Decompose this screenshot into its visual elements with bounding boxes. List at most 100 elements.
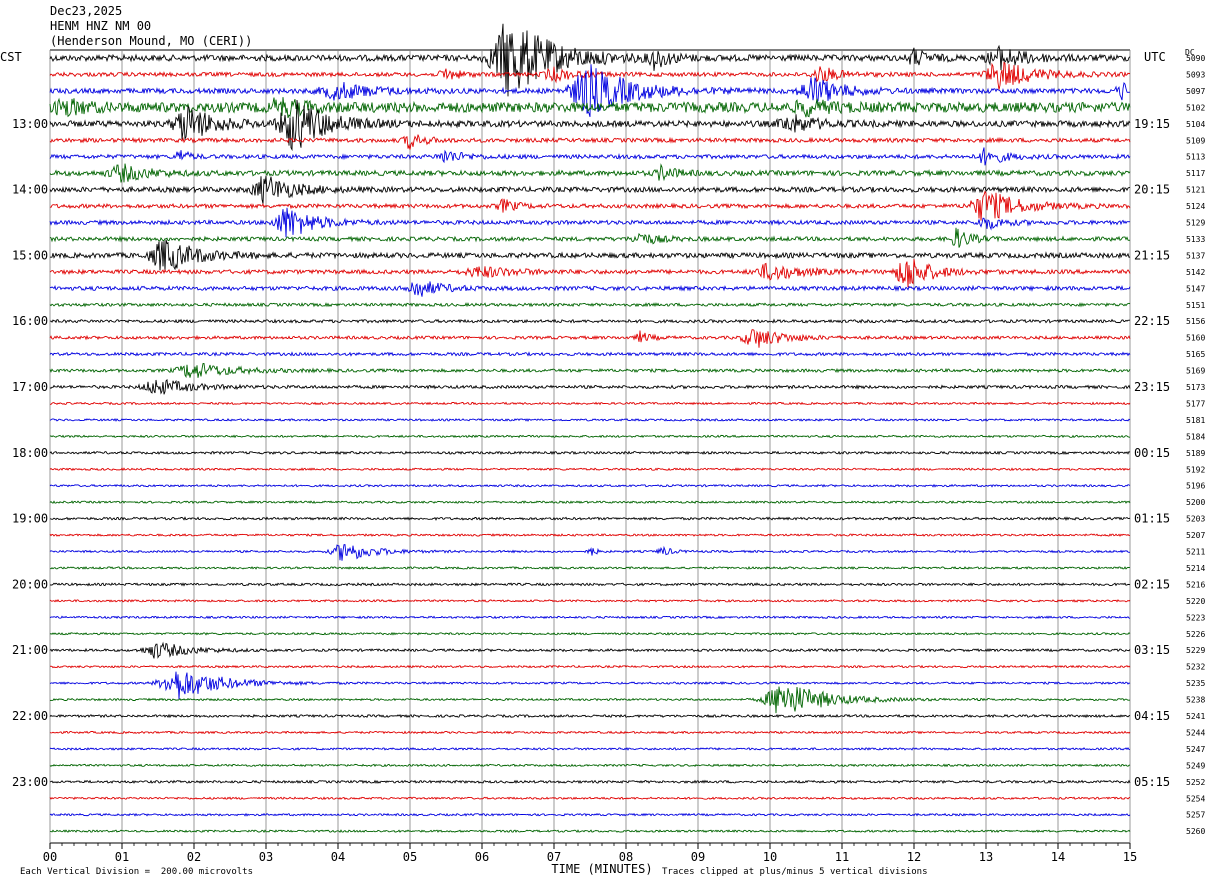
left-time-label: 17:00 <box>12 380 48 394</box>
x-tick-label: 15 <box>1123 850 1137 864</box>
dc-offset-label: 5196 <box>1186 482 1205 491</box>
x-tick-label: 10 <box>763 850 777 864</box>
trace-47 <box>49 829 1131 834</box>
right-time-label: 04:15 <box>1134 709 1170 723</box>
dc-offset-label: 5090 <box>1186 54 1205 63</box>
trace-17 <box>49 329 1131 348</box>
trace-35 <box>49 631 1131 636</box>
trace-26 <box>49 483 1131 488</box>
dc-offset-label: 5177 <box>1186 399 1205 408</box>
dc-offset-label: 5207 <box>1186 531 1205 540</box>
clip-note: Traces clipped at plus/minus 5 vertical … <box>662 867 928 877</box>
dc-offset-label: 5189 <box>1186 449 1205 458</box>
x-tick-label: 01 <box>115 850 129 864</box>
trace-19 <box>49 363 1131 379</box>
trace-22 <box>49 417 1131 422</box>
trace-30 <box>49 544 1130 561</box>
x-tick-label: 02 <box>187 850 201 864</box>
x-tick-label: 11 <box>835 850 849 864</box>
right-time-label: 22:15 <box>1134 314 1170 328</box>
dc-offset-label: 5214 <box>1186 564 1205 573</box>
x-tick-label: 12 <box>907 850 921 864</box>
date-label: Dec23,2025 <box>50 4 123 18</box>
right-time-label: 02:15 <box>1134 577 1170 591</box>
trace-37 <box>49 664 1131 669</box>
trace-33 <box>49 598 1131 603</box>
dc-offset-label: 5156 <box>1186 317 1205 326</box>
dc-offset-label: 5124 <box>1186 202 1205 211</box>
dc-offset-label: 5216 <box>1186 580 1205 589</box>
right-time-label: 03:15 <box>1134 643 1170 657</box>
trace-21 <box>49 401 1131 406</box>
dc-offset-label: 5192 <box>1186 465 1205 474</box>
trace-10 <box>49 207 1131 238</box>
dc-offset-label: 5226 <box>1186 630 1205 639</box>
trace-46 <box>49 812 1131 817</box>
x-tick-label: 09 <box>691 850 705 864</box>
left-time-label: 15:00 <box>12 248 48 262</box>
trace-9 <box>49 190 1131 221</box>
dc-offset-label: 5241 <box>1186 712 1205 721</box>
dc-offset-label: 5181 <box>1186 416 1205 425</box>
trace-7 <box>49 163 1131 183</box>
dc-offset-label: 5238 <box>1186 696 1205 705</box>
dc-offset-label: 5151 <box>1186 301 1205 310</box>
location-label: (Henderson Mound, MO (CERI)) <box>50 34 253 48</box>
trace-8 <box>49 175 1130 204</box>
dc-offset-label: 5121 <box>1186 186 1205 195</box>
dc-offset-label: 5160 <box>1186 334 1205 343</box>
trace-32 <box>49 582 1131 587</box>
dc-offset-label: 5229 <box>1186 646 1205 655</box>
right-time-label: 21:15 <box>1134 248 1170 262</box>
dc-offset-label: 5109 <box>1186 136 1205 145</box>
scale-note: Each Vertical Division = 200.00 microvol… <box>20 867 253 877</box>
trace-42 <box>49 747 1131 751</box>
trace-38 <box>49 671 1131 700</box>
trace-25 <box>49 467 1131 472</box>
left-time-label: 18:00 <box>12 446 48 460</box>
dc-offset-label: 5232 <box>1186 663 1205 672</box>
dc-offset-label: 5220 <box>1186 597 1205 606</box>
dc-offset-label: 5093 <box>1186 70 1205 79</box>
trace-2 <box>49 64 1131 118</box>
trace-41 <box>49 730 1131 735</box>
trace-6 <box>49 147 1131 166</box>
dc-offset-label: 5257 <box>1186 811 1205 820</box>
left-time-label: 16:00 <box>12 314 48 328</box>
dc-offset-label: 5260 <box>1186 827 1205 836</box>
dc-offset-label: 5203 <box>1186 515 1205 524</box>
trace-13 <box>49 258 1131 288</box>
trace-28 <box>49 516 1131 521</box>
trace-4 <box>49 99 1131 152</box>
dc-offset-label: 5113 <box>1186 153 1205 162</box>
trace-24 <box>49 450 1131 456</box>
dc-offset-label: 5173 <box>1186 383 1205 392</box>
right-timezone-label: UTC <box>1144 50 1166 64</box>
trace-40 <box>49 713 1131 719</box>
left-time-label: 14:00 <box>12 183 48 197</box>
trace-5 <box>49 134 1131 150</box>
trace-18 <box>49 351 1131 357</box>
left-timezone-label: CST <box>0 50 22 64</box>
dc-offset-label: 5235 <box>1186 679 1205 688</box>
trace-15 <box>49 302 1131 308</box>
dc-offset-label: 5223 <box>1186 613 1205 622</box>
right-time-label: 01:15 <box>1134 512 1170 526</box>
dc-offset-label: 5097 <box>1186 87 1205 96</box>
station-label: HENM HNZ NM 00 <box>50 19 152 33</box>
trace-39 <box>49 686 1131 714</box>
dc-offset-label: 5244 <box>1186 728 1205 737</box>
x-tick-label: 06 <box>475 850 489 864</box>
left-time-label: 13:00 <box>12 117 48 131</box>
dc-offset-label: 5252 <box>1186 778 1205 787</box>
trace-0 <box>49 23 1131 97</box>
right-time-label: 05:15 <box>1134 775 1170 789</box>
right-time-label: 20:15 <box>1134 183 1170 197</box>
left-time-label: 21:00 <box>12 643 48 657</box>
trace-12 <box>49 239 1131 271</box>
trace-44 <box>49 779 1131 785</box>
dc-offset-label: 5147 <box>1186 284 1205 293</box>
trace-20 <box>49 378 1131 395</box>
dc-offset-label: 5254 <box>1186 794 1205 803</box>
